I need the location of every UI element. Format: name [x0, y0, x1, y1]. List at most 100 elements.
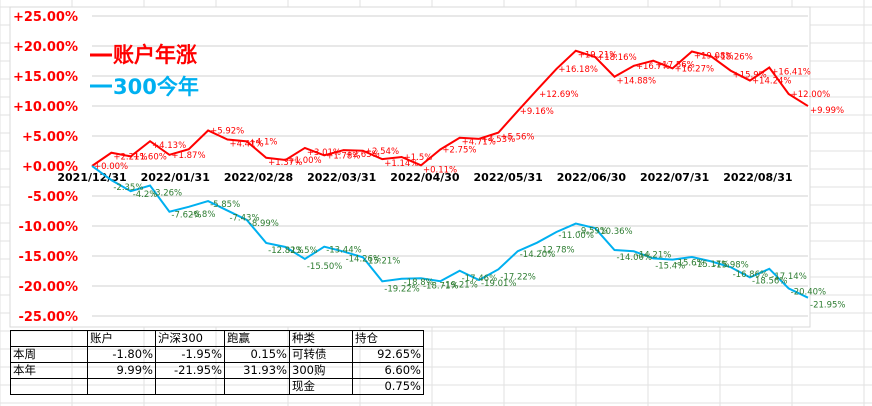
- y-tick-label: +5.00%: [22, 130, 78, 145]
- data-label: +9.16%: [520, 107, 554, 117]
- table-cell: 本周: [10, 346, 88, 363]
- data-label: +9.99%: [810, 106, 844, 116]
- table-cell: -1.95%: [155, 346, 225, 363]
- data-label: +16.27%: [675, 64, 715, 74]
- data-label: +5.56%: [500, 133, 534, 143]
- data-label: -19.22%: [384, 284, 419, 294]
- chart-area: [9, 6, 811, 328]
- data-label: -11.00%: [558, 231, 593, 241]
- x-tick-label: 2022/01/31: [141, 171, 210, 184]
- table-cell: 0.75%: [352, 378, 424, 395]
- data-label: -6.8%: [191, 210, 216, 220]
- data-label: +2.75%: [442, 146, 476, 156]
- data-label: +19.21%: [578, 51, 618, 61]
- table-header-cell: 账户: [87, 330, 156, 347]
- data-label: -19.01%: [481, 279, 516, 289]
- legend: 账户年涨 300今年: [90, 43, 199, 99]
- table-header-row: 账户 沪深300 跑赢 种类 持仓: [10, 330, 424, 347]
- data-label: +14.88%: [616, 77, 656, 87]
- data-label: +3.01%: [307, 148, 341, 158]
- data-label: -12.82%: [268, 246, 303, 256]
- table-cell: 本年: [10, 362, 88, 379]
- data-label: +4.13%: [152, 141, 186, 151]
- table-cell: 可转债: [289, 346, 353, 363]
- data-label: -3.26%: [152, 189, 182, 199]
- x-tick-label: 2022/08/31: [723, 171, 792, 184]
- data-label: +15.9%: [733, 71, 767, 81]
- data-label: +1.14%: [384, 159, 418, 169]
- data-label: +12.69%: [539, 90, 579, 100]
- table-cell: 6.60%: [352, 362, 424, 379]
- table-header-cell: 跑赢: [224, 330, 290, 347]
- table-row: 现金 0.75%: [10, 378, 424, 395]
- table-cell: [224, 378, 290, 395]
- y-tick-label: -10.00%: [18, 220, 78, 235]
- x-tick-label: 2022/02/28: [224, 171, 293, 184]
- data-label: -15.17%: [694, 260, 729, 270]
- y-tick-label: +10.00%: [13, 100, 78, 115]
- data-label: +5.92%: [210, 126, 244, 136]
- data-label: +18.26%: [713, 52, 753, 62]
- data-label: -16.86%: [733, 270, 768, 280]
- table-cell: 92.65%: [352, 346, 424, 363]
- table-cell: [155, 378, 225, 395]
- x-axis-ticks: 2021/12/31 2022/01/31 2022/02/28 2022/03/31…: [57, 171, 792, 184]
- data-label: -15.6%: [675, 259, 705, 269]
- y-tick-label: +0.00%: [22, 160, 78, 175]
- table-row: 本周 -1.80% -1.95% 0.15% 可转债 92.65%: [10, 346, 424, 363]
- data-label: +1.37%: [268, 158, 302, 168]
- data-label: +2.21%: [113, 153, 147, 163]
- x-tick-label: 2022/04/30: [390, 171, 460, 184]
- series-line-0: [91, 49, 809, 167]
- data-label: +4.71%: [462, 138, 496, 148]
- data-label: +0.00%: [94, 162, 128, 172]
- gridlines: [92, 15, 808, 317]
- data-label: -15.21%: [365, 256, 400, 266]
- data-label: +1.5%: [404, 153, 433, 163]
- table-header-cell: 种类: [289, 330, 353, 347]
- data-label: -17.46%: [462, 274, 497, 284]
- series-lines: [91, 49, 809, 299]
- table-header-cell: [10, 330, 88, 347]
- data-label: +2.54%: [365, 147, 399, 157]
- table-cell: -21.95%: [155, 362, 225, 379]
- data-label: -14.20%: [520, 250, 555, 260]
- y-axis-ticks: +25.00% +20.00% +15.00% +10.00% +5.00% +0.00%…: [13, 10, 78, 325]
- data-label: -15.50%: [307, 262, 342, 272]
- summary-table: 账户 沪深300 跑赢 种类 持仓 本周 -1.80% -1.95% 0.15%…: [10, 330, 424, 395]
- y-tick-label: -25.00%: [18, 310, 78, 325]
- data-label: -9.59%: [578, 227, 608, 237]
- data-label: -2.35%: [113, 183, 143, 193]
- data-label: -21.95%: [810, 301, 845, 311]
- data-label: -13.44%: [326, 246, 361, 256]
- data-label: -14.26%: [346, 255, 381, 265]
- data-label: +16.41%: [771, 68, 811, 78]
- data-label: -17.22%: [500, 272, 535, 282]
- table-row: 本年 9.99% -21.95% 31.93% 300购 6.60%: [10, 362, 424, 379]
- data-label: -5.85%: [210, 200, 240, 210]
- data-label: +17.56%: [655, 61, 695, 71]
- data-label: +19.08%: [694, 52, 734, 62]
- data-label: -20.40%: [791, 287, 826, 297]
- data-label: +1.78%: [326, 151, 360, 161]
- data-label: +4.1%: [249, 137, 278, 147]
- table-cell: 0.15%: [224, 346, 290, 363]
- data-label: +18.16%: [597, 53, 637, 63]
- data-label: +4.41%: [229, 140, 263, 150]
- table-cell: [10, 378, 88, 395]
- data-label: -14.00%: [616, 253, 651, 263]
- series-line-1: [91, 165, 809, 299]
- data-label: +4.53%: [481, 135, 515, 145]
- y-tick-label: -5.00%: [28, 190, 79, 205]
- data-label: -4.2%: [133, 190, 158, 200]
- data-label: -14.21%: [636, 250, 671, 260]
- x-tick-label: 2022/07/31: [640, 171, 709, 184]
- x-tick-label: 2021/12/31: [57, 171, 126, 184]
- table-cell: 31.93%: [224, 362, 290, 379]
- data-label: -18.56%: [752, 276, 787, 286]
- data-label: -13.5%: [288, 246, 318, 256]
- data-label: +1.00%: [288, 156, 322, 166]
- data-label: +12.00%: [791, 90, 831, 100]
- data-label: -19.21%: [442, 280, 477, 290]
